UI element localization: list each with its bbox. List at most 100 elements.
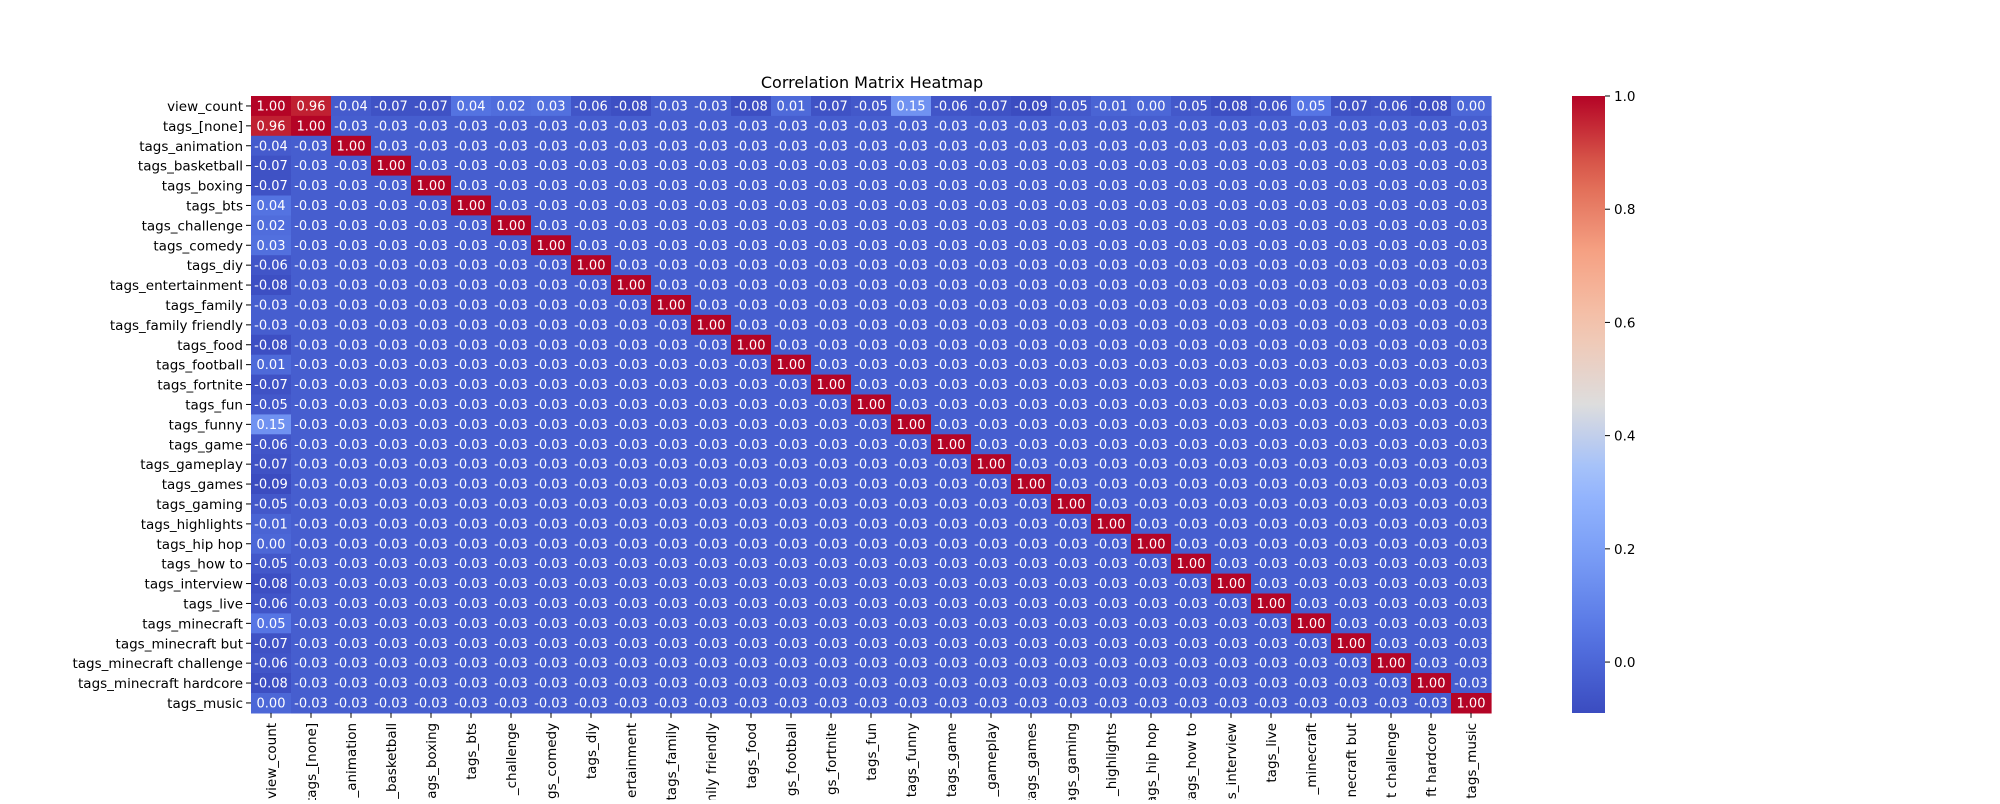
heatmap-cell-label: -0.03 <box>1374 557 1408 572</box>
heatmap-cell <box>811 155 852 177</box>
heatmap-cell-label: -0.03 <box>574 438 608 453</box>
heatmap-cell <box>731 255 772 276</box>
heatmap-cell-label: -0.03 <box>414 577 448 592</box>
heatmap-cell <box>1171 613 1212 634</box>
heatmap-cell-label: -0.03 <box>334 478 368 493</box>
heatmap-cell <box>1251 454 1292 475</box>
heatmap-cell <box>1171 474 1212 495</box>
heatmap-cell <box>531 255 572 276</box>
heatmap-cell-label: -0.03 <box>334 418 368 433</box>
heatmap-cell-label: -0.03 <box>1334 438 1368 453</box>
heatmap-cell <box>291 374 332 396</box>
heatmap-cell <box>651 573 692 595</box>
heatmap-cell <box>1451 474 1492 495</box>
heatmap-cell-label: -0.08 <box>254 677 288 692</box>
heatmap-cell-label: -0.03 <box>1414 537 1448 552</box>
heatmap-cell-label: -0.03 <box>1094 159 1128 174</box>
heatmap-cell <box>1131 573 1172 595</box>
heatmap-cell <box>531 195 572 216</box>
heatmap-cell-label: -0.03 <box>574 219 608 234</box>
heatmap-cell <box>651 613 692 634</box>
heatmap-cell <box>1251 374 1292 396</box>
heatmap-cell <box>1131 374 1172 396</box>
heatmap-cell <box>1411 673 1452 694</box>
heatmap-cell <box>571 653 612 674</box>
heatmap-cell-label: 0.03 <box>537 99 566 114</box>
heatmap-cell <box>331 633 372 654</box>
heatmap-cell <box>331 155 372 177</box>
heatmap-cell-label: -0.03 <box>1094 438 1128 453</box>
heatmap-cell-label: -0.03 <box>1134 338 1168 353</box>
heatmap-cell-label: -0.03 <box>1294 517 1328 532</box>
heatmap-cell <box>1371 673 1412 694</box>
heatmap-cell <box>771 394 812 415</box>
heatmap-cell <box>1171 295 1212 316</box>
heatmap-cell-label: -0.03 <box>334 577 368 592</box>
heatmap-cell-label: -0.03 <box>1254 259 1288 274</box>
heatmap-cell-label: 1.00 <box>1217 577 1246 592</box>
heatmap-cell-label: -0.03 <box>814 279 848 294</box>
heatmap-cell <box>1411 653 1452 674</box>
heatmap-cell-label: -0.03 <box>454 438 488 453</box>
heatmap-cell <box>491 295 532 316</box>
x-tick-label-tags-food: tags_food <box>744 723 760 789</box>
heatmap-cell <box>1371 155 1412 177</box>
heatmap-cell-label: -0.03 <box>614 119 648 134</box>
heatmap-cell-label: 1.00 <box>1417 677 1446 692</box>
heatmap-cell-label: -0.03 <box>734 219 768 234</box>
heatmap-cell <box>811 513 852 535</box>
heatmap-cell-label: -0.03 <box>1054 418 1088 433</box>
heatmap-cell-label: -0.03 <box>574 637 608 652</box>
heatmap-cell <box>611 414 652 435</box>
heatmap-cell-label: -0.03 <box>1254 617 1288 632</box>
heatmap-cell <box>1051 553 1092 575</box>
heatmap-cell <box>1011 275 1052 296</box>
heatmap-cell <box>771 454 812 475</box>
heatmap-cell-label: -0.03 <box>1094 696 1128 711</box>
heatmap-cell <box>971 374 1012 396</box>
heatmap-cell <box>971 533 1012 555</box>
heatmap-cell <box>491 255 532 276</box>
heatmap-cell-label: -0.03 <box>454 696 488 711</box>
heatmap-cell <box>931 354 972 376</box>
heatmap-cell <box>451 115 492 137</box>
heatmap-cell-label: -0.03 <box>614 637 648 652</box>
heatmap-cell-label: -0.03 <box>534 677 568 692</box>
heatmap-cell-label: -0.08 <box>1214 99 1248 114</box>
heatmap-cell-label: -0.03 <box>934 637 968 652</box>
heatmap-cell <box>1091 374 1132 396</box>
heatmap-cell <box>531 96 572 117</box>
heatmap-cell <box>1331 155 1372 177</box>
heatmap-cell-label: -0.03 <box>1454 677 1488 692</box>
heatmap-cell <box>771 653 812 674</box>
heatmap-cell <box>1251 96 1292 117</box>
heatmap-cell <box>1291 553 1332 575</box>
heatmap-cell-label: -0.03 <box>934 497 968 512</box>
heatmap-cell-label: -0.03 <box>694 139 728 154</box>
heatmap-cell <box>931 175 972 197</box>
heatmap-cell <box>931 673 972 694</box>
heatmap-cell-label: -0.03 <box>494 637 528 652</box>
heatmap-cell-label: -0.03 <box>1334 497 1368 512</box>
heatmap-cell <box>1051 374 1092 396</box>
heatmap-cell-label: -0.03 <box>1214 259 1248 274</box>
heatmap-cell <box>891 295 932 316</box>
heatmap-cell <box>331 434 372 455</box>
x-tick-label-tags-diy: tags_diy <box>584 723 600 779</box>
heatmap-cell-label: 1.00 <box>1457 696 1486 711</box>
heatmap-cell-label: -0.03 <box>1374 159 1408 174</box>
heatmap-cell-label: -0.03 <box>1374 517 1408 532</box>
heatmap-cell-label: -0.03 <box>734 577 768 592</box>
heatmap-cell-label: -0.03 <box>814 597 848 612</box>
heatmap-cell <box>1091 494 1132 515</box>
heatmap-cell-label: -0.03 <box>454 259 488 274</box>
heatmap-cell <box>1211 175 1252 197</box>
heatmap-cell <box>1051 693 1092 714</box>
heatmap-cell-label: -0.03 <box>934 139 968 154</box>
heatmap-cell <box>1091 573 1132 595</box>
heatmap-cell <box>1411 115 1452 137</box>
heatmap-cell-label: -0.03 <box>1014 318 1048 333</box>
heatmap-cell <box>1331 215 1372 236</box>
heatmap-cell <box>1251 295 1292 316</box>
heatmap-cell <box>1451 195 1492 216</box>
